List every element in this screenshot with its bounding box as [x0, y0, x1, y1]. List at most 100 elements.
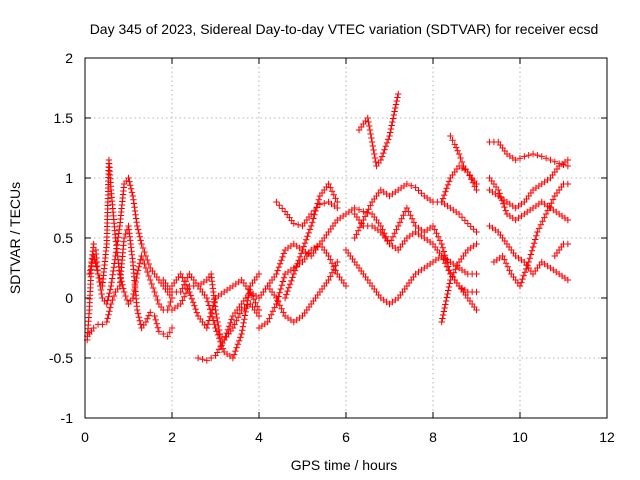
data-point [447, 276, 454, 284]
data-point [203, 294, 210, 302]
data-point [222, 333, 229, 340]
data-point [525, 258, 532, 266]
data-point [120, 288, 128, 296]
data-point [299, 246, 306, 254]
data-point [327, 256, 334, 263]
data-point [328, 260, 336, 267]
data-point [106, 308, 113, 315]
data-point [546, 203, 553, 210]
data-point [160, 330, 167, 338]
data-point [152, 292, 160, 300]
data-point [529, 150, 537, 158]
data-point [516, 282, 524, 290]
data-point [87, 267, 94, 274]
data-point [114, 234, 122, 241]
data-point [440, 191, 448, 199]
data-point [131, 207, 139, 215]
data-point [135, 263, 143, 270]
series-s3 [83, 156, 176, 344]
data-point [325, 276, 332, 284]
data-point [441, 304, 448, 312]
data-point [502, 260, 510, 267]
data-point [500, 200, 507, 207]
chart-title: Day 345 of 2023, Sidereal Day-to-day VTE… [90, 21, 599, 37]
data-point [452, 266, 459, 273]
data-point [145, 312, 152, 319]
data-point [439, 244, 446, 251]
data-point [429, 222, 437, 230]
data-point [279, 205, 286, 212]
data-point [212, 306, 219, 314]
data-point [315, 196, 323, 203]
data-point [194, 354, 202, 362]
data-point [366, 122, 373, 130]
data-point [131, 286, 138, 294]
data-point [164, 333, 171, 340]
data-point [233, 317, 240, 324]
data-point [280, 274, 288, 281]
data-point [177, 300, 184, 308]
data-point [438, 318, 445, 326]
series-s6 [168, 270, 263, 332]
data-point [398, 215, 405, 222]
data-point [234, 314, 242, 321]
data-point [132, 278, 139, 286]
data-point [99, 321, 106, 328]
data-point [327, 184, 334, 191]
series-s23 [486, 174, 572, 224]
data-point [449, 137, 456, 144]
x-tick-label: 2 [168, 429, 176, 445]
data-point [168, 294, 176, 302]
data-point [454, 262, 461, 269]
data-point [454, 147, 461, 154]
data-point [212, 324, 219, 332]
data-point [180, 293, 188, 300]
data-point [539, 218, 546, 225]
data-point [148, 280, 155, 288]
data-point [311, 211, 318, 218]
data-point [108, 279, 115, 286]
data-point [229, 354, 237, 362]
data-point [532, 236, 539, 243]
data-point [521, 153, 528, 160]
data-point [438, 240, 445, 248]
data-point [389, 115, 397, 122]
data-point [310, 215, 317, 222]
data-point [103, 300, 110, 308]
data-point [276, 202, 283, 209]
data-point [98, 290, 105, 298]
data-point [273, 198, 280, 206]
x-tick-label: 0 [81, 429, 89, 445]
data-point [191, 302, 198, 309]
data-point [366, 126, 374, 134]
data-point [443, 185, 450, 192]
x-tick-label: 12 [599, 429, 615, 445]
data-point [206, 313, 214, 320]
data-point [165, 302, 173, 310]
data-point [145, 272, 152, 280]
data-point [355, 206, 363, 213]
data-point [132, 211, 139, 218]
data-point [236, 310, 244, 317]
data-point [136, 233, 144, 240]
data-point [295, 257, 302, 264]
data-point [147, 309, 154, 316]
data-point [377, 222, 384, 230]
data-point [395, 90, 402, 98]
data-point [439, 315, 446, 322]
data-point [365, 206, 372, 213]
data-point [371, 154, 379, 162]
data-point [564, 156, 572, 164]
data-point [142, 264, 150, 272]
data-point [330, 266, 338, 273]
data-point [207, 309, 215, 317]
data-point [439, 195, 447, 202]
data-point [221, 336, 228, 344]
data-point [97, 286, 105, 294]
data-point [267, 311, 275, 318]
data-point [389, 118, 396, 126]
data-point [275, 263, 283, 271]
data-point [233, 344, 240, 351]
data-point [110, 292, 118, 300]
data-point [213, 314, 221, 322]
